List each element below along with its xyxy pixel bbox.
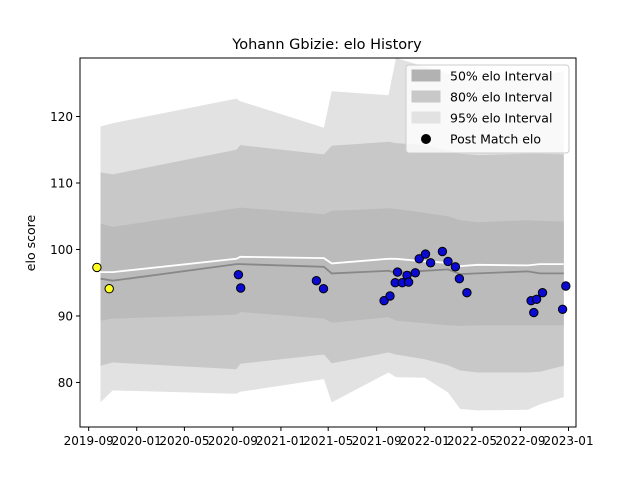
y-tick-label: 80 <box>58 376 73 390</box>
x-tick-label: 2022-05 <box>447 434 497 448</box>
y-tick-label: 110 <box>50 176 73 190</box>
x-tick-label: 2022-01 <box>400 434 450 448</box>
x-tick-label: 2021-01 <box>256 434 306 448</box>
legend-swatch <box>411 111 441 124</box>
post-match-elo-point <box>537 288 548 298</box>
band-50 <box>100 207 564 326</box>
chart-title: Yohann Gbizie: elo History <box>231 37 422 53</box>
legend-swatch <box>411 90 441 103</box>
post-match-elo-point <box>385 291 395 301</box>
post-match-elo-point <box>531 294 542 304</box>
x-tick-label: 2020-09 <box>208 434 258 448</box>
post-match-elo-point <box>311 276 322 286</box>
post-match-elo-point <box>561 281 571 291</box>
y-tick-label: 90 <box>58 309 73 323</box>
post-match-elo-point <box>414 254 424 264</box>
post-match-elo-point <box>425 258 436 268</box>
legend: 50% elo Interval 80% elo Interval 95% elo … <box>405 64 570 154</box>
legend-swatch <box>411 69 441 82</box>
x-tick-label: 2021-05 <box>303 434 353 448</box>
post-match-elo-point <box>403 277 414 287</box>
post-match-elo-point <box>462 288 472 298</box>
post-match-elo-point <box>410 268 420 278</box>
post-match-elo-point <box>454 274 465 284</box>
post-match-elo-point <box>420 249 431 259</box>
y-axis-label: elo score <box>23 215 38 272</box>
legend-box <box>405 64 570 154</box>
post-match-elo-point <box>104 284 114 294</box>
legend-label: 80% elo Interval <box>450 90 552 105</box>
post-match-elo-point <box>233 270 244 280</box>
post-match-elo-point <box>450 262 461 272</box>
axes: 2019-092020-012020-052020-092021-012021-… <box>50 57 594 448</box>
post-match-elo-point <box>236 283 246 293</box>
post-match-elo-point <box>92 262 102 273</box>
x-tick-label: 2019-09 <box>64 434 114 448</box>
x-tick-label: 2021-09 <box>352 434 402 448</box>
post-match-elo-point <box>443 256 453 267</box>
post-match-elo-point <box>557 304 568 314</box>
legend-label: 95% elo Interval <box>450 111 552 126</box>
x-tick-label: 2020-01 <box>112 434 162 448</box>
y-tick-label: 100 <box>50 243 73 257</box>
post-match-elo-point <box>529 307 539 318</box>
post-match-elo-point <box>437 246 448 257</box>
legend-label: Post Match elo <box>450 132 541 147</box>
y-tick-label: 120 <box>50 110 73 124</box>
upper-elo-line <box>100 255 564 273</box>
x-tick-label: 2023-01 <box>543 434 593 448</box>
legend-label: 50% elo Interval <box>450 69 552 84</box>
x-tick-label: 2020-05 <box>159 434 209 448</box>
post-match-elo-point <box>392 267 403 277</box>
x-tick-label: 2022-09 <box>495 434 545 448</box>
legend-marker <box>421 134 431 144</box>
post-match-elo-point <box>318 284 329 294</box>
